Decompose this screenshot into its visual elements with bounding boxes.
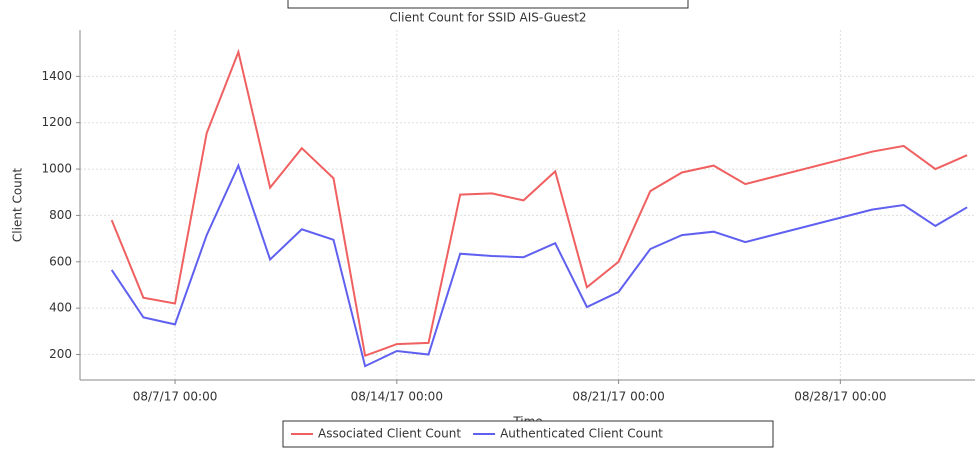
legend-label: Associated Client Count xyxy=(318,427,461,441)
y-tick-label: 800 xyxy=(49,208,72,222)
y-tick-label: 400 xyxy=(49,301,72,315)
series-line xyxy=(110,48,968,358)
x-tick-label: 08/21/17 00:00 xyxy=(572,390,664,404)
y-tick-label: 1000 xyxy=(41,162,72,176)
frame-box xyxy=(287,0,689,9)
legend-box xyxy=(282,420,774,448)
x-tick-label: 08/28/17 00:00 xyxy=(794,390,886,404)
x-tick-label: 08/7/17 00:00 xyxy=(133,390,218,404)
y-tick-label: 1400 xyxy=(41,69,72,83)
series-line xyxy=(110,162,968,368)
x-tick-label: 08/14/17 00:00 xyxy=(351,390,443,404)
y-tick-label: 1200 xyxy=(41,115,72,129)
legend-label: Authenticated Client Count xyxy=(500,427,663,441)
y-axis-label: Client Count xyxy=(11,168,25,242)
y-tick-label: 200 xyxy=(49,347,72,361)
y-tick-label: 600 xyxy=(49,254,72,268)
chart-title: Client Count for SSID AIS-Guest2 xyxy=(389,11,586,25)
